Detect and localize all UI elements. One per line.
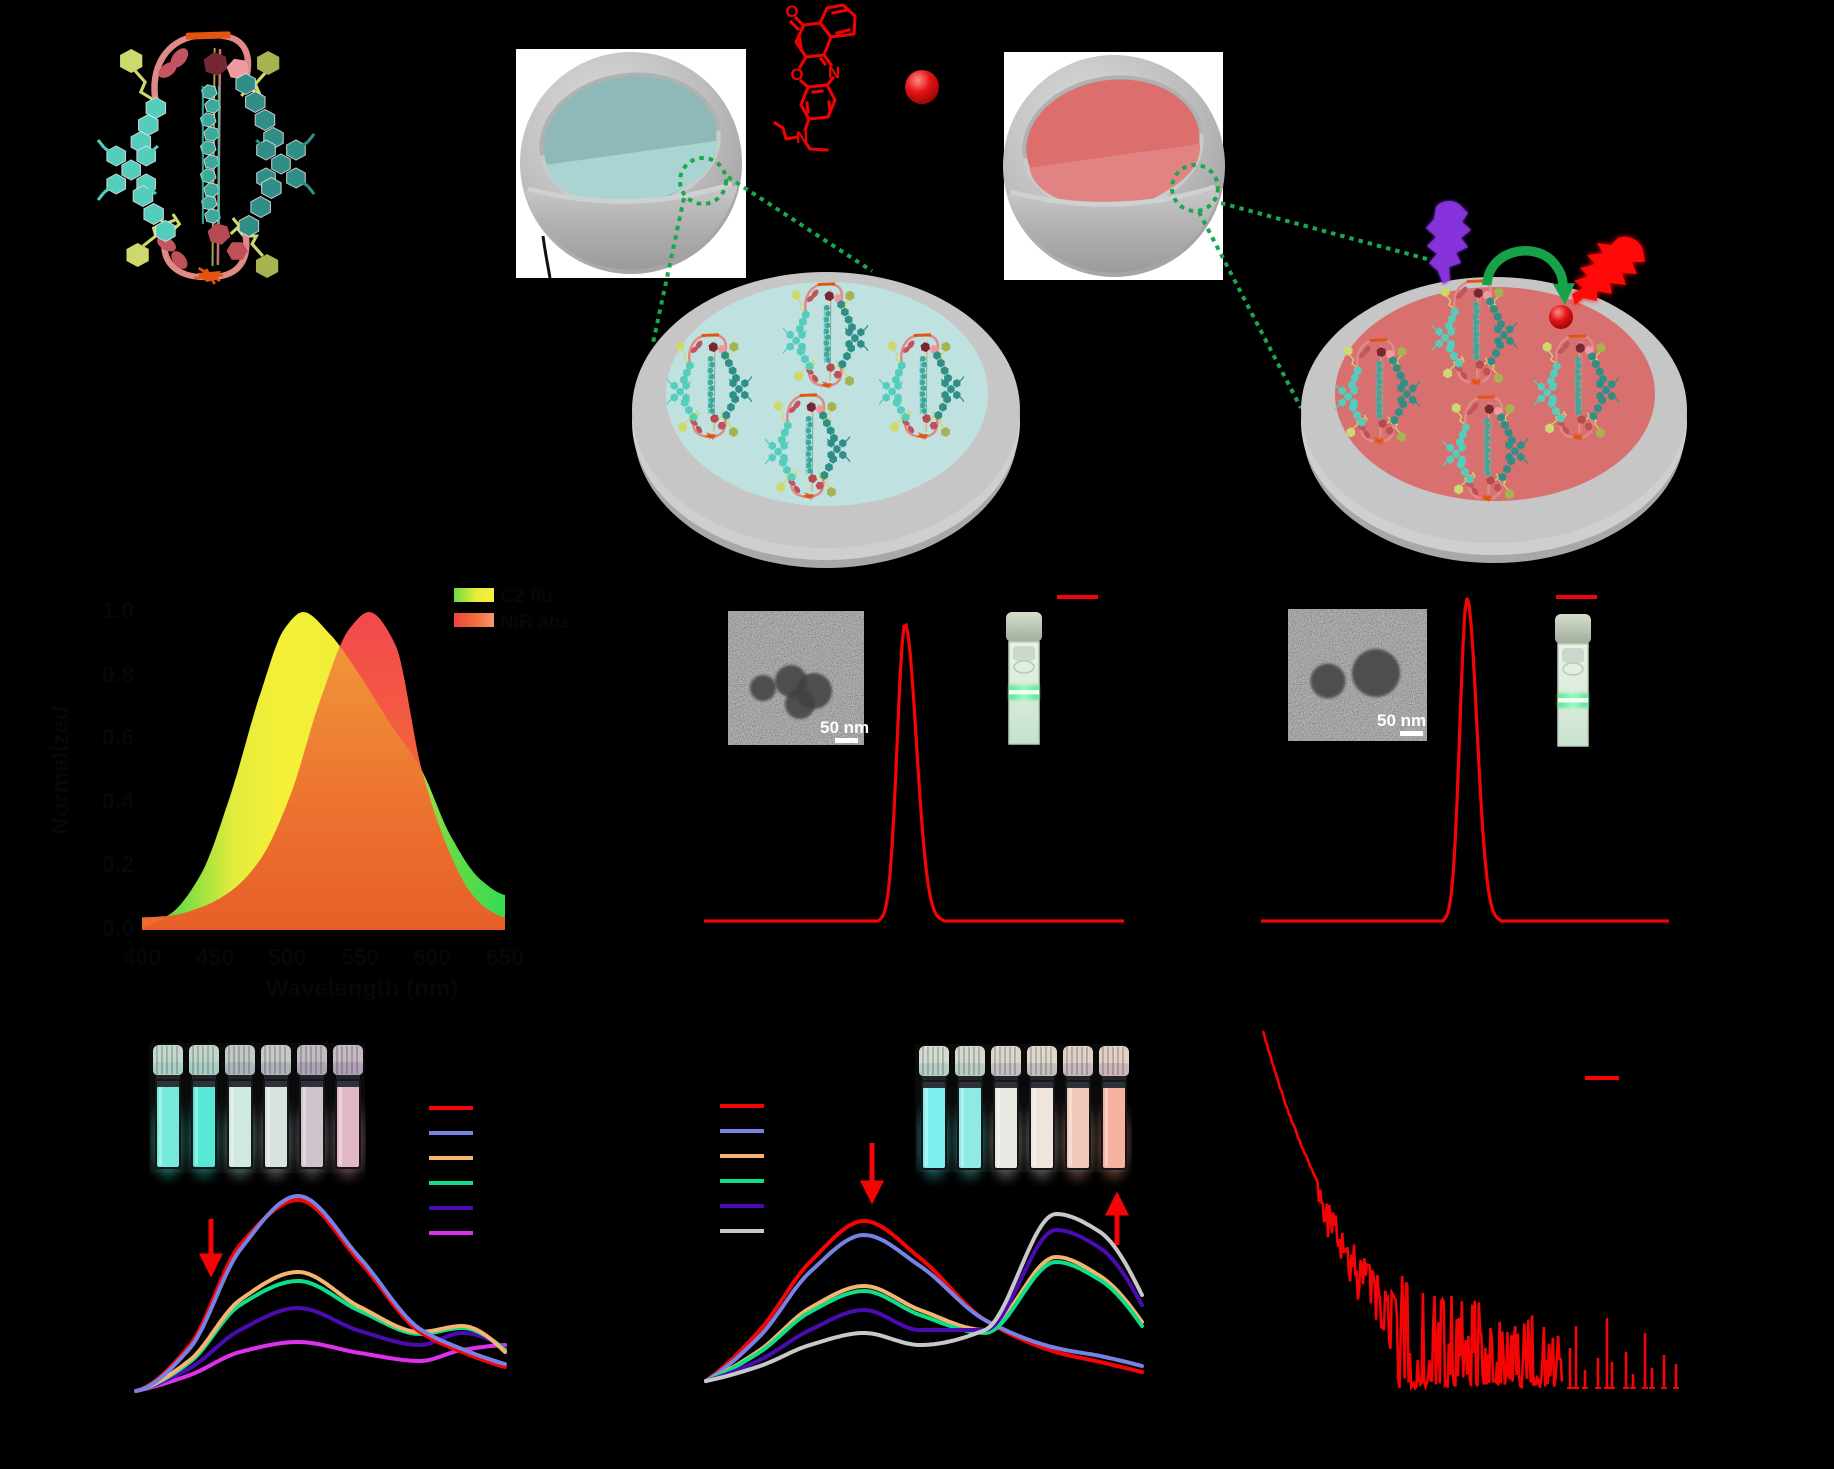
svg-text:450: 450 [196,944,234,970]
svg-text:Normalized: Normalized [47,705,74,834]
svg-text:50 nm: 50 nm [820,718,869,737]
svg-text:550: 550 [341,944,379,970]
svg-text:NiR abs: NiR abs [500,612,571,633]
svg-text:C2 flu: C2 flu [500,586,553,607]
svg-text:0.4: 0.4 [102,788,134,814]
svg-text:650: 650 [486,944,524,970]
svg-text:600: 600 [413,944,451,970]
svg-text:0.2: 0.2 [102,851,134,877]
svg-text:O: O [790,65,803,84]
svg-text:1.0: 1.0 [102,597,134,623]
svg-text:0.0: 0.0 [102,915,134,941]
svg-text:50 nm: 50 nm [1377,711,1426,730]
svg-text:O: O [785,2,798,21]
svg-text:Wavelength (nm): Wavelength (nm) [266,975,458,1002]
svg-text:N: N [828,63,840,82]
svg-text:0.8: 0.8 [102,661,134,687]
svg-text:N: N [796,128,808,147]
svg-text:400: 400 [123,944,161,970]
svg-text:0.6: 0.6 [102,724,134,750]
svg-text:500: 500 [268,944,306,970]
